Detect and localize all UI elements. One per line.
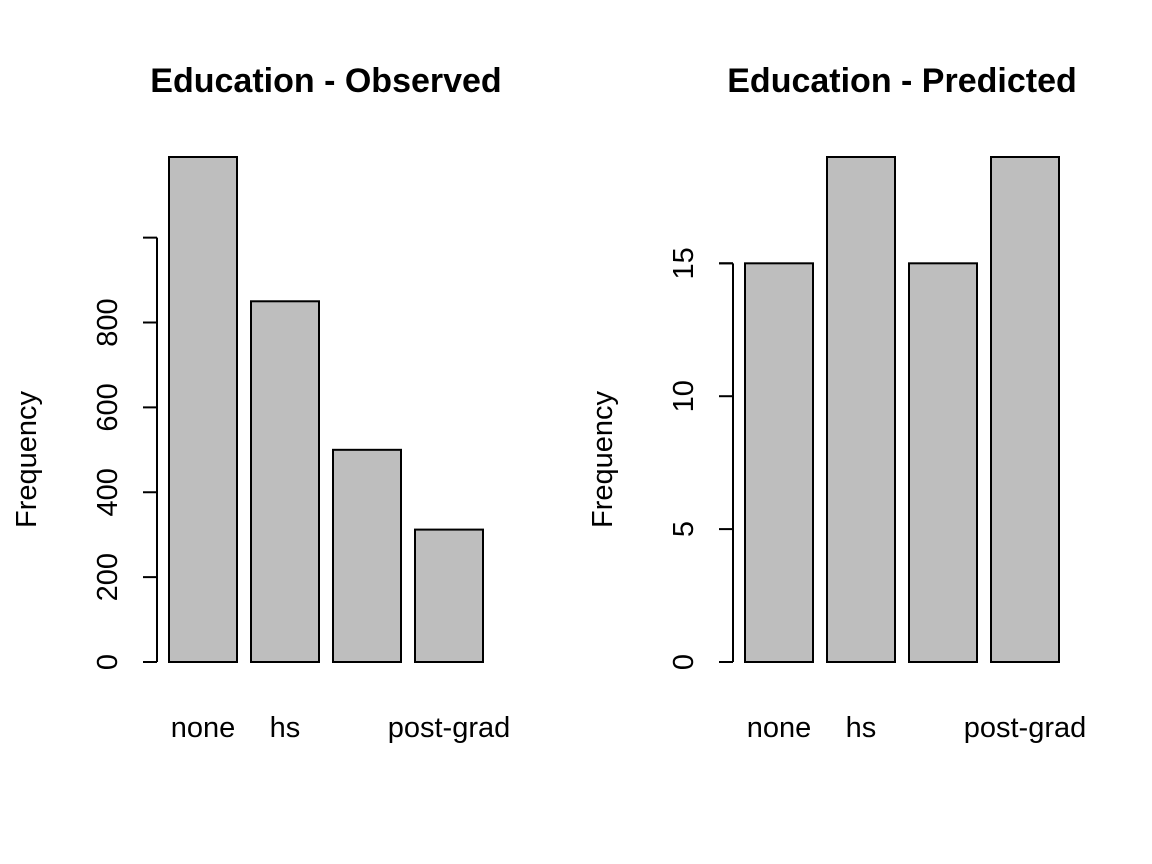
y-tick-label: 10	[668, 380, 700, 412]
y-tick-label: 0	[92, 654, 124, 670]
bar	[990, 156, 1060, 663]
y-axis-label: Frequency	[587, 390, 619, 528]
bar	[250, 300, 320, 663]
y-tick-label: 200	[92, 553, 124, 601]
y-tick-label: 5	[668, 521, 700, 537]
predicted-panel: Education - Predicted Frequency 0 5 10 15 none…	[587, 62, 1086, 744]
observed-panel: Education - Observed Frequency 0 200 400 600 8…	[11, 62, 510, 744]
category-label: post-grad	[388, 712, 511, 744]
category-label: none	[171, 712, 236, 744]
category-label: hs	[846, 712, 877, 744]
y-tick-label: 800	[92, 298, 124, 346]
chart-title: Education - Observed	[150, 62, 501, 100]
bar	[744, 262, 814, 663]
bar	[414, 528, 484, 663]
category-label: post-grad	[964, 712, 1087, 744]
bar	[168, 156, 238, 663]
bar	[908, 262, 978, 663]
y-tick-label: 400	[92, 468, 124, 516]
y-tick-label: 0	[668, 654, 700, 670]
chart-title: Education - Predicted	[727, 62, 1077, 100]
y-tick-label: 15	[668, 247, 700, 279]
y-axis-label: Frequency	[11, 390, 43, 528]
y-tick-label: 600	[92, 383, 124, 431]
category-label: none	[747, 712, 812, 744]
category-label: hs	[270, 712, 301, 744]
bar	[332, 448, 402, 663]
bar	[826, 156, 896, 663]
